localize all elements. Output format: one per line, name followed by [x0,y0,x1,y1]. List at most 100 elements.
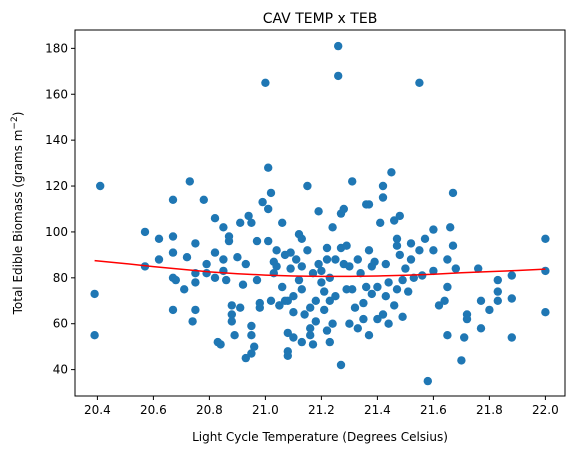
data-point [278,282,287,292]
data-point [264,163,273,172]
data-point [216,340,225,349]
data-point [345,319,354,328]
data-point [264,204,273,214]
data-point [451,264,460,273]
data-point [96,181,105,191]
data-point [440,296,449,305]
data-point [476,324,486,333]
data-point [227,310,236,319]
data-point [252,275,262,285]
data-point [541,234,550,243]
data-point [493,296,502,305]
data-point [336,360,346,370]
data-point [429,246,438,255]
x-tick-label: 20.4 [84,403,111,417]
data-point [364,331,374,340]
data-point [392,241,402,250]
data-point [359,298,368,308]
data-point [283,296,292,305]
data-point [247,321,256,331]
data-point [168,195,178,204]
data-point [311,317,320,326]
data-point [325,337,334,347]
data-point [384,278,393,287]
data-point [448,188,458,198]
data-point [294,275,304,285]
data-point [210,248,220,257]
data-point [199,195,208,204]
data-point [334,41,343,51]
data-point [392,234,402,243]
fit-line [94,259,546,278]
data-point [168,232,178,241]
y-axis-label-main: Total Edible Biomass (grams m [11,130,25,316]
y-tick-label: 140 [45,133,68,147]
data-point [306,331,315,340]
data-point [300,310,309,319]
data-point [376,218,385,227]
data-point [238,280,248,289]
data-point [210,273,220,282]
y-tick-label: 40 [53,363,68,377]
data-point [395,250,404,260]
data-point [252,236,262,246]
data-point [264,236,273,246]
data-point [236,303,245,312]
x-tick-label: 21.8 [476,403,503,417]
data-point [241,353,250,363]
data-point [325,273,334,282]
data-point [210,214,220,223]
data-point [247,331,256,340]
data-point [373,314,382,324]
x-axis: 20.4 20.6 20.8 21.0 21.2 21.4 21.6 21.8 22.0 [84,396,559,417]
data-point [286,264,295,273]
data-point [541,266,550,276]
data-point [541,308,550,317]
data-point [272,262,281,271]
data-point [364,246,374,255]
data-point [222,275,231,285]
data-point [406,255,416,264]
y-tick-label: 180 [45,41,68,55]
data-point [378,310,388,319]
data-point [275,301,284,310]
y-axis-label-suffix: ) [11,112,25,117]
data-point [191,305,200,315]
data-point [418,271,427,280]
data-point [342,241,351,250]
data-point [404,287,413,296]
data-point [283,351,292,360]
data-point [395,211,404,221]
data-point [154,255,164,264]
data-point [303,246,312,255]
data-point [266,188,276,198]
data-point [345,262,354,271]
data-point [292,255,301,264]
data-point [434,301,444,310]
data-point [261,78,270,88]
data-point [154,234,164,243]
y-axis-label: Total Edible Biomass (grams m−2) [10,112,25,316]
data-point [247,349,256,358]
y-tick-label: 160 [45,87,68,101]
data-point [317,266,326,276]
data-point [381,259,390,269]
data-point [320,287,329,296]
data-point [306,303,315,312]
data-point [348,177,357,186]
data-point [462,314,472,324]
data-point [308,340,318,349]
data-point [325,296,334,305]
data-point [168,305,178,315]
data-point [236,218,245,227]
data-point [378,193,388,202]
data-point [364,200,374,209]
data-point [362,282,371,292]
y-axis-label-sup: −2 [10,116,20,129]
data-point [297,285,306,294]
data-point [297,262,306,271]
data-point [420,234,430,243]
data-point [289,292,298,301]
plot-frame [74,29,566,397]
data-point [367,289,376,299]
